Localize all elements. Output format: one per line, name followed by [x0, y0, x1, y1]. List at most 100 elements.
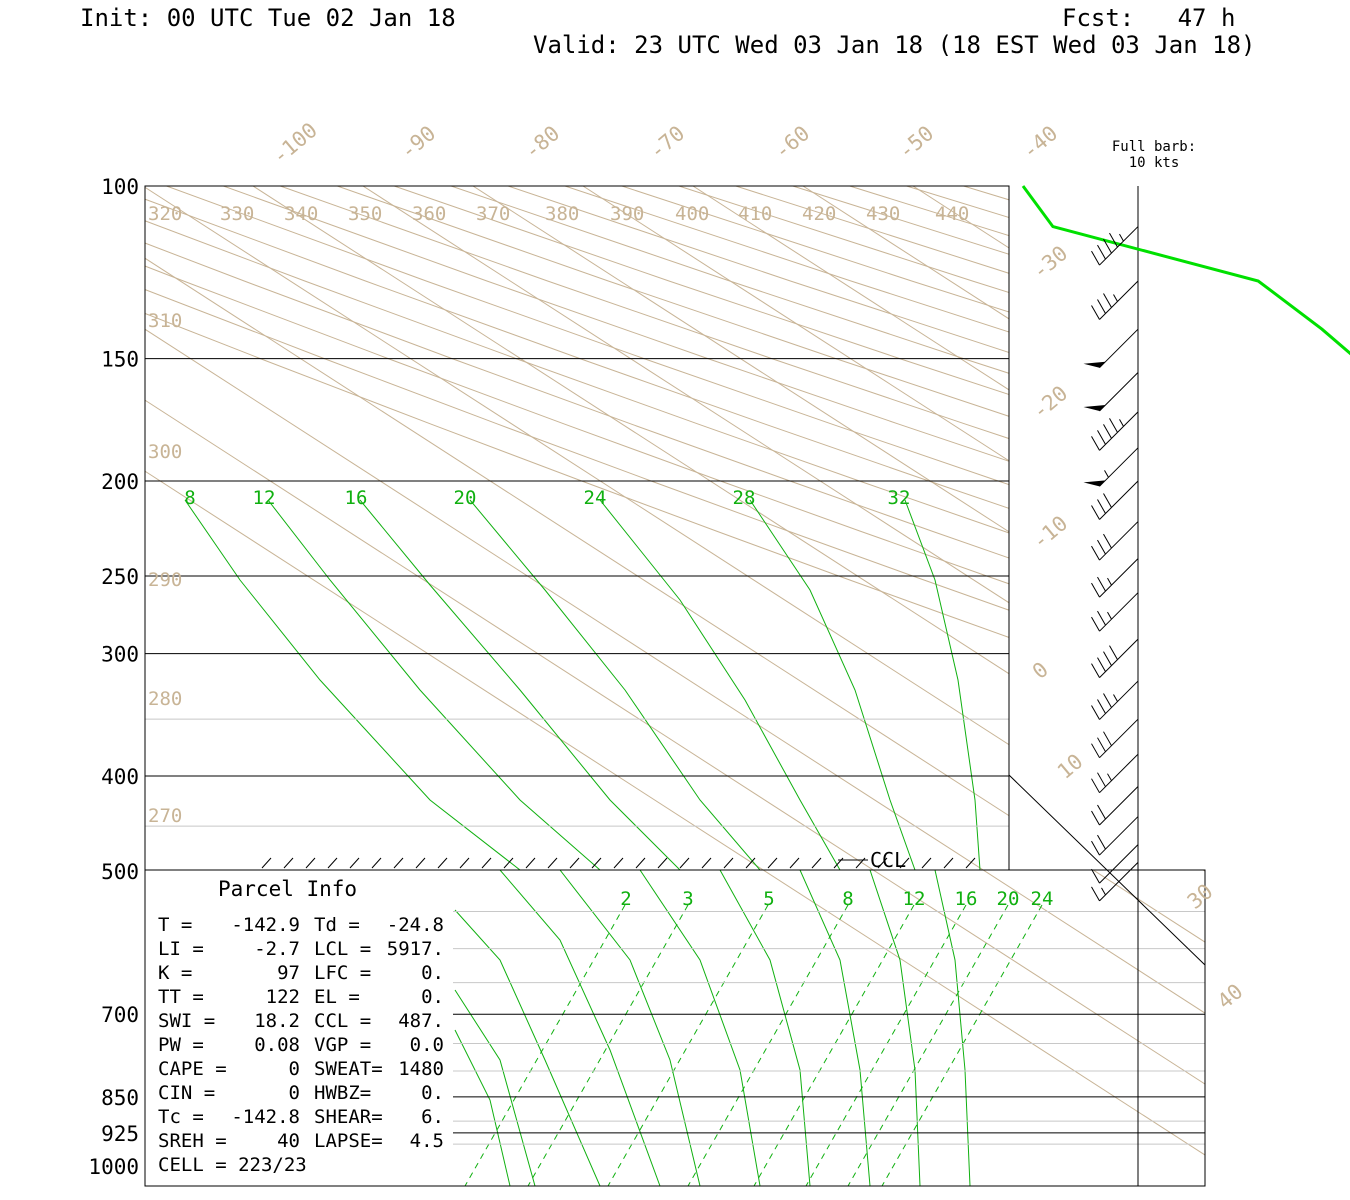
ccl-hatch	[921, 857, 932, 869]
temperature-label: 40	[1213, 979, 1248, 1014]
barb-full	[1091, 582, 1100, 598]
wind-barb	[1091, 862, 1139, 902]
ccl-hatch	[481, 857, 492, 869]
theta-label: 400	[675, 203, 709, 225]
isotherm-line	[363, 186, 1350, 1186]
barb-half	[1107, 773, 1112, 781]
dry-adiabat	[621, 186, 1009, 313]
barb-staff	[1099, 558, 1139, 598]
barb-staff	[1099, 280, 1139, 320]
ccl-hatch	[349, 857, 360, 869]
pressure-label: 400	[101, 765, 139, 789]
ccl-hatch	[371, 857, 382, 869]
parcel-value: 6.	[421, 1106, 444, 1128]
mixing-ratio-label: 28	[733, 487, 756, 509]
ccl-hatch	[767, 857, 778, 869]
barb-half	[1113, 294, 1118, 302]
parcel-label: CAPE =	[158, 1058, 227, 1080]
barb-half	[1107, 611, 1112, 620]
isotherm-line	[1023, 186, 1350, 1186]
theta-label: 380	[545, 203, 579, 225]
parcel-info-panel	[146, 871, 452, 1185]
pressure-label: 200	[101, 470, 139, 494]
barb-full	[1097, 576, 1106, 592]
theta-label: 350	[348, 203, 382, 225]
barb-staff	[1099, 592, 1139, 632]
moist-adiabat	[799, 870, 871, 1186]
parcel-value: 0	[289, 1058, 300, 1080]
dry-adiabat	[678, 186, 1009, 294]
parcel-label: LAPSE=	[314, 1130, 383, 1152]
mixing-ratio-label: 3	[682, 888, 693, 910]
ccl-hatch	[591, 857, 602, 869]
isotherm-line	[473, 186, 1350, 1186]
wind-barb	[1091, 844, 1139, 884]
barb-full	[1091, 545, 1100, 561]
parcel-label: SHEAR=	[314, 1106, 383, 1128]
barb-half	[1101, 887, 1106, 896]
barb-staff	[1099, 844, 1139, 884]
mixing-ratio-label: 16	[955, 888, 978, 910]
barb-full	[1091, 840, 1100, 856]
temperature-label: -30	[1028, 241, 1072, 284]
dry-adiabat	[963, 186, 1009, 201]
ccl-hatch	[877, 857, 888, 869]
wind-barb	[1091, 480, 1139, 520]
isotherm-line	[362, 186, 1009, 604]
moist-adiabat	[469, 499, 761, 870]
parcel-label: HWBZ=	[314, 1082, 371, 1104]
temperature-label: -20	[1028, 381, 1072, 424]
ccl-hatch	[503, 857, 514, 869]
theta-label: 430	[866, 203, 900, 225]
theta-label: 390	[610, 203, 644, 225]
theta-label: 280	[148, 688, 182, 710]
barb-full	[1097, 244, 1106, 260]
theta-label: 440	[935, 203, 969, 225]
wind-barb	[1091, 226, 1139, 266]
ccl-hatch	[459, 857, 470, 869]
ccl-hatch	[525, 857, 536, 869]
theta-label: 420	[802, 203, 836, 225]
barb-staff	[1099, 786, 1139, 826]
barb-full	[1109, 418, 1118, 433]
lower-plot-frame	[144, 869, 1206, 1187]
ccl-hatch	[701, 857, 712, 869]
barb-staff	[1099, 328, 1139, 369]
parcel-value: 122	[266, 986, 300, 1008]
ccl-hatch	[415, 857, 426, 869]
parcel-label: CCL =	[314, 1010, 371, 1032]
theta-label: 300	[148, 441, 182, 463]
ccl-hatch	[393, 857, 404, 869]
isotherm-line	[872, 870, 1205, 1085]
barb-full	[1103, 731, 1112, 746]
barb-full	[1091, 868, 1100, 884]
theta-label: 310	[148, 310, 182, 332]
barb-full	[1103, 293, 1112, 308]
barb-full	[1091, 743, 1100, 758]
moist-adiabat	[454, 909, 601, 1186]
mixing-ratio-line	[607, 904, 769, 1186]
mixing-ratio-line	[805, 904, 967, 1186]
pressure-label: 925	[101, 1122, 139, 1146]
mixing-ratio-label: 5	[763, 888, 774, 910]
isotherm-line	[145, 470, 765, 870]
barb-half	[1104, 470, 1109, 478]
isotherm-line	[145, 257, 1009, 817]
theta-label: 290	[148, 569, 182, 591]
parcel-label: VGP =	[314, 1034, 371, 1056]
parcel-value: 0.0	[410, 1034, 444, 1056]
ccl-hatch	[657, 857, 668, 869]
parcel-cell: CELL = 223/23	[158, 1154, 307, 1176]
mixing-ratio-label: 12	[903, 888, 926, 910]
parcel-value: 0.	[421, 986, 444, 1008]
parcel-label: LCL =	[314, 938, 371, 960]
dry-adiabat	[450, 186, 1009, 374]
parcel-info-title: Parcel Info	[218, 877, 357, 901]
forecast-hour: Fcst: 47 h	[1062, 4, 1236, 32]
valid-time: Valid: 23 UTC Wed 03 Jan 18 (18 EST Wed …	[533, 31, 1256, 59]
moist-adiabat	[869, 870, 921, 1186]
barb-full	[1091, 778, 1100, 793]
isotherm-line	[692, 186, 1009, 391]
isotherm-line	[582, 186, 1009, 462]
parcel-value: 0.	[421, 1082, 444, 1104]
